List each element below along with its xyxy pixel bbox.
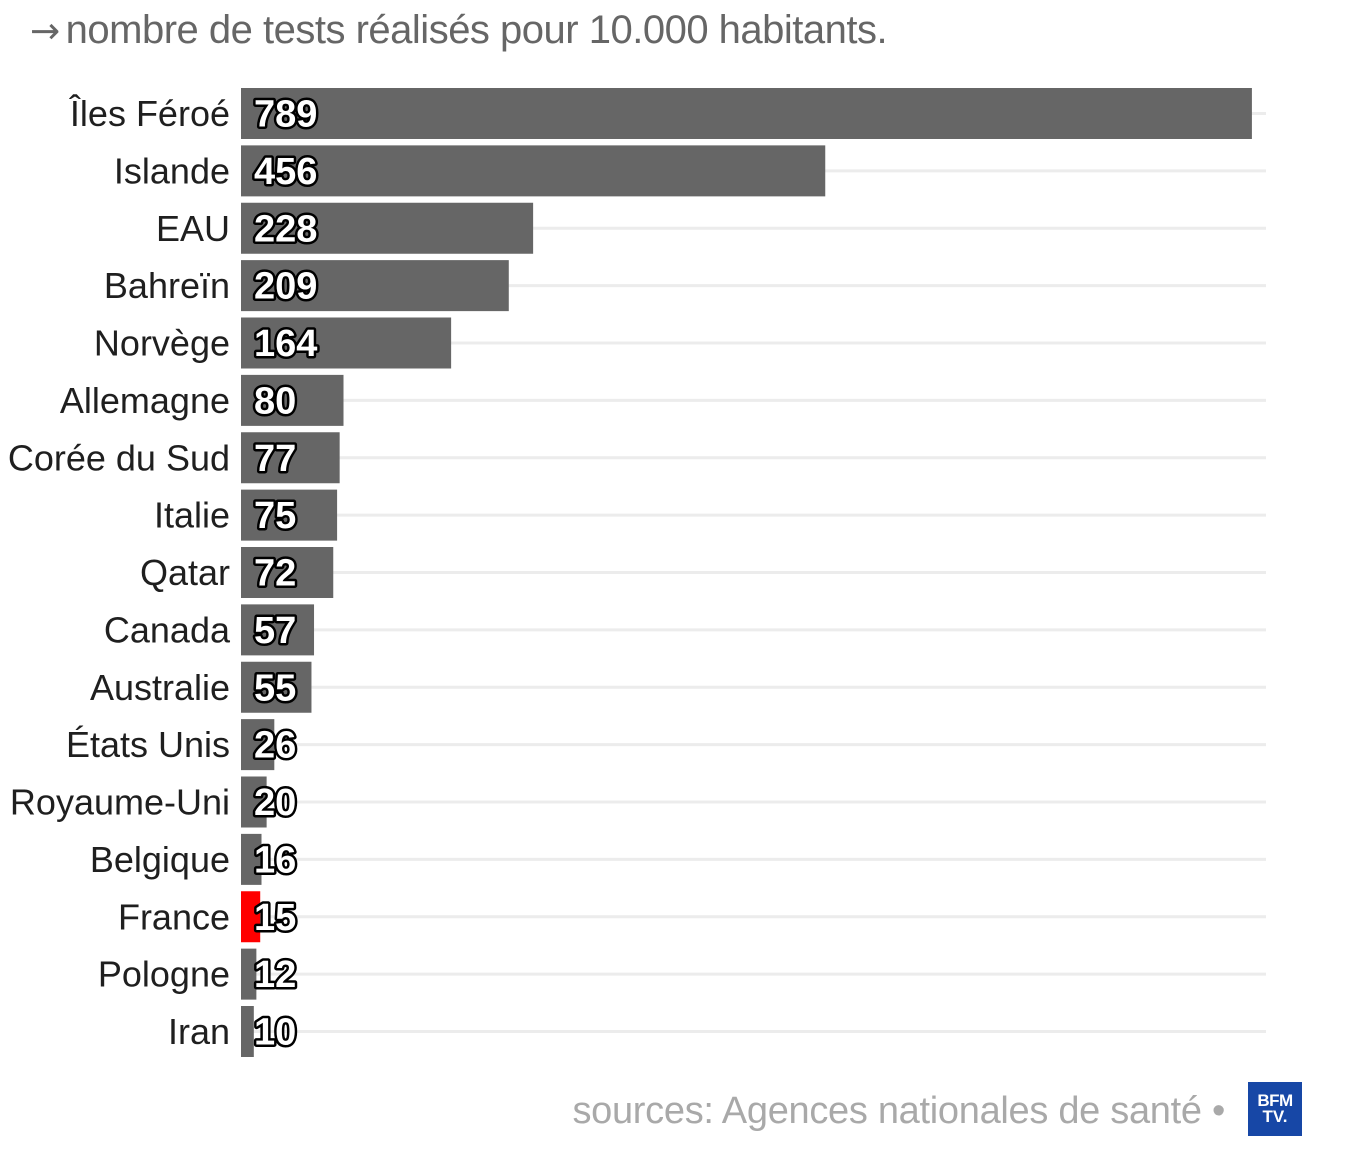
bar-royaume-uni xyxy=(241,776,267,828)
value-label-islande: 456 xyxy=(254,151,317,193)
bars xyxy=(241,88,1252,1057)
category-label-islande: Islande xyxy=(114,150,230,191)
value-label-france: 15 xyxy=(254,897,296,939)
bar-norvege xyxy=(241,317,452,369)
value-label-royaume-uni: 20 xyxy=(254,782,296,824)
category-label-iles-feroe: Îles Féroé xyxy=(69,93,230,134)
bar-iles-feroe xyxy=(241,88,1252,139)
subtitle-text: nombre de tests réalisés pour 10.000 hab… xyxy=(65,8,888,52)
category-label-royaume-uni: Royaume-Uni xyxy=(10,782,230,823)
bar-islande xyxy=(241,145,826,197)
bar-qatar xyxy=(241,547,334,598)
bfmtv-logo: BFM TV. xyxy=(1248,1082,1302,1136)
bar-coree-du-sud xyxy=(241,432,340,484)
category-label-norvege: Norvège xyxy=(94,323,230,364)
bar-italie xyxy=(241,489,338,541)
logo-text-line2: TV. xyxy=(1262,1107,1288,1126)
value-label-allemagne: 80 xyxy=(254,380,296,422)
category-label-qatar: Qatar xyxy=(140,552,230,593)
value-label-coree-du-sud: 77 xyxy=(254,438,296,480)
bar-chart: Îles Féroé Islande EAU Bahreïn Norvège Allema… xyxy=(8,88,1266,1057)
value-label-norvege: 164 xyxy=(254,323,317,365)
category-label-allemagne: Allemagne xyxy=(60,380,230,421)
category-label-canada: Canada xyxy=(104,609,231,650)
category-labels: Îles Féroé Islande EAU Bahreïn Norvège Allema… xyxy=(8,93,231,1052)
bar-allemagne xyxy=(241,374,344,426)
chart-subtitle: → nombre de tests réalisés pour 10.000 ha… xyxy=(30,8,888,53)
bar-australie xyxy=(241,661,312,713)
value-label-belgique: 16 xyxy=(254,839,296,881)
value-labels: 789 456 228 209 164 80 77 75 72 57 55 26 20 16 15 12 10 xyxy=(252,91,320,1056)
category-label-italie: Italie xyxy=(154,495,230,536)
value-label-australie: 55 xyxy=(254,667,296,709)
category-label-france: France xyxy=(118,896,230,937)
bar-pologne xyxy=(241,948,257,1000)
value-label-eau: 228 xyxy=(254,208,317,250)
bar-bahrein xyxy=(241,260,509,312)
value-label-iles-feroe: 789 xyxy=(254,94,317,136)
bar-canada xyxy=(241,604,315,656)
value-label-iran: 10 xyxy=(254,1012,296,1054)
value-label-italie: 75 xyxy=(254,495,296,537)
value-label-qatar: 72 xyxy=(254,553,296,595)
value-label-bahrein: 209 xyxy=(254,266,317,308)
category-label-australie: Australie xyxy=(90,667,230,708)
bar-iran xyxy=(241,1006,254,1057)
bar-etats-unis xyxy=(241,719,275,771)
category-label-bahrein: Bahreïn xyxy=(104,265,230,306)
value-label-canada: 57 xyxy=(254,610,296,652)
arrow-right-icon: → xyxy=(30,11,60,52)
category-label-belgique: Belgique xyxy=(90,839,230,880)
source-note: sources: Agences nationales de santé • xyxy=(572,1090,1225,1132)
category-label-pologne: Pologne xyxy=(98,954,230,995)
value-label-pologne: 12 xyxy=(254,954,296,996)
bar-france xyxy=(241,891,261,943)
category-label-coree-du-sud: Corée du Sud xyxy=(8,437,230,478)
bar-belgique xyxy=(241,833,262,885)
category-label-etats-unis: États Unis xyxy=(66,724,230,765)
value-label-etats-unis: 26 xyxy=(254,725,296,767)
bar-eau xyxy=(241,202,534,254)
category-label-iran: Iran xyxy=(168,1011,230,1052)
category-label-eau: EAU xyxy=(156,208,230,249)
logo-text-line1: BFM xyxy=(1257,1090,1293,1110)
